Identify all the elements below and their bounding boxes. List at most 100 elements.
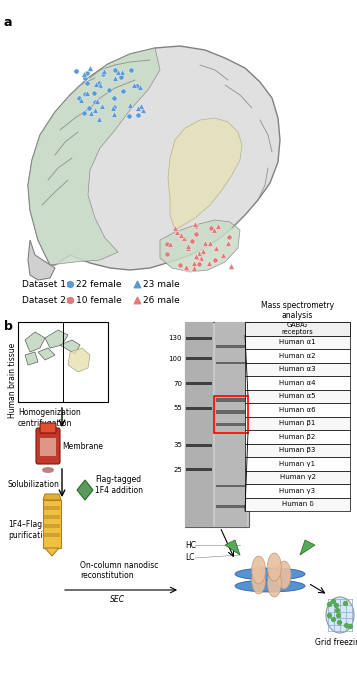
Bar — [245, 349, 350, 362]
Point — [81, 108, 87, 119]
Bar — [44, 524, 60, 528]
Polygon shape — [45, 330, 68, 348]
Point — [97, 79, 103, 90]
Point — [193, 221, 199, 232]
Point — [78, 95, 84, 106]
Point — [84, 67, 90, 78]
Point — [135, 110, 141, 121]
Point — [67, 295, 73, 306]
Polygon shape — [168, 118, 242, 230]
Point — [211, 225, 217, 236]
Bar — [214, 396, 248, 433]
Point — [327, 598, 332, 609]
Point — [87, 63, 93, 74]
Text: Human γ2: Human γ2 — [280, 474, 316, 480]
Point — [172, 223, 178, 234]
Point — [185, 262, 190, 273]
Point — [164, 249, 170, 260]
Point — [137, 81, 143, 92]
Point — [200, 246, 206, 257]
Text: Human brain tissue: Human brain tissue — [8, 342, 17, 418]
Text: Dataset 1:: Dataset 1: — [22, 280, 69, 289]
Bar — [216, 398, 246, 401]
Point — [198, 253, 204, 264]
Bar — [186, 407, 212, 410]
Bar — [186, 468, 212, 471]
Point — [67, 279, 73, 290]
Point — [91, 87, 97, 98]
Bar — [185, 322, 249, 527]
Bar — [185, 322, 213, 527]
Point — [347, 620, 353, 631]
Bar — [245, 403, 350, 416]
Point — [228, 260, 234, 271]
Text: 70: 70 — [173, 380, 182, 386]
Bar — [245, 416, 350, 430]
Point — [167, 238, 173, 249]
Text: Solubilization: Solubilization — [8, 479, 60, 488]
Point — [196, 248, 202, 259]
Bar — [44, 533, 60, 537]
Point — [196, 259, 201, 270]
Point — [192, 219, 198, 229]
FancyBboxPatch shape — [36, 428, 60, 464]
Text: Human α2: Human α2 — [279, 353, 316, 359]
Ellipse shape — [267, 569, 281, 597]
Text: Human α1: Human α1 — [279, 339, 316, 345]
Text: 10 female: 10 female — [76, 296, 122, 305]
Text: b: b — [4, 320, 13, 333]
Point — [213, 242, 219, 253]
Text: Human β3: Human β3 — [279, 447, 316, 453]
Bar — [245, 336, 350, 349]
FancyBboxPatch shape — [40, 423, 56, 433]
Point — [185, 240, 191, 251]
Point — [118, 71, 124, 82]
Polygon shape — [28, 48, 160, 265]
Text: Homogenization
centrifugation: Homogenization centrifugation — [18, 408, 81, 427]
Point — [96, 77, 102, 88]
Text: Human β1: Human β1 — [279, 421, 316, 426]
Ellipse shape — [42, 467, 54, 473]
Text: Human α4: Human α4 — [279, 379, 316, 386]
Point — [215, 221, 221, 232]
Text: Flag-tagged
1F4 addition: Flag-tagged 1F4 addition — [95, 475, 143, 495]
Point — [333, 599, 339, 610]
Point — [111, 93, 117, 104]
Polygon shape — [60, 340, 80, 354]
Text: 22 female: 22 female — [76, 280, 121, 289]
Polygon shape — [25, 332, 45, 352]
Bar — [216, 362, 246, 364]
Point — [206, 258, 212, 269]
Point — [94, 96, 100, 107]
Bar — [216, 423, 246, 426]
Bar — [245, 457, 350, 471]
Point — [175, 227, 180, 238]
Point — [330, 614, 336, 625]
Text: Human δ: Human δ — [282, 501, 313, 508]
Bar — [245, 390, 350, 403]
Point — [208, 223, 214, 234]
Point — [336, 616, 342, 627]
Bar — [44, 515, 60, 519]
Point — [86, 103, 92, 114]
Text: 26 male: 26 male — [143, 296, 180, 305]
Polygon shape — [160, 220, 240, 272]
Point — [183, 262, 189, 273]
Point — [334, 604, 340, 615]
Text: GABA₂
receptors: GABA₂ receptors — [282, 322, 313, 335]
Point — [82, 88, 88, 99]
Polygon shape — [25, 352, 38, 365]
Text: 130: 130 — [169, 336, 182, 341]
Point — [76, 92, 82, 103]
Point — [330, 595, 336, 606]
Point — [207, 238, 213, 249]
Text: Human γ3: Human γ3 — [280, 488, 316, 494]
Point — [134, 279, 140, 290]
Text: SEC: SEC — [110, 595, 125, 604]
Bar — [44, 506, 60, 510]
Point — [115, 66, 121, 77]
Point — [189, 236, 195, 247]
Polygon shape — [225, 540, 240, 555]
Bar — [216, 506, 246, 508]
Point — [112, 64, 117, 75]
